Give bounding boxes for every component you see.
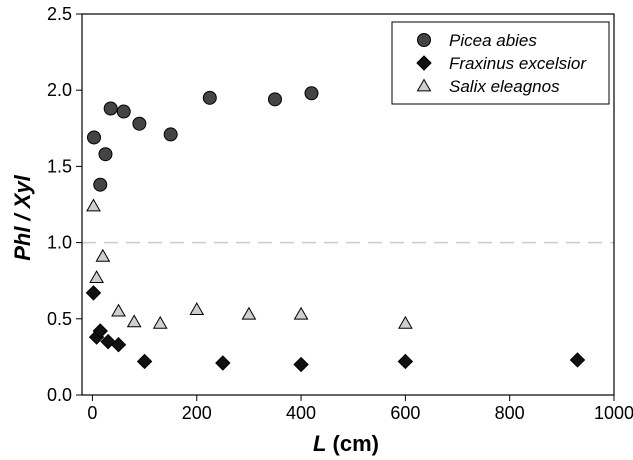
data-point-triangle <box>126 314 142 328</box>
x-tick-label: 400 <box>286 403 316 423</box>
x-tick-label: 800 <box>495 403 525 423</box>
data-point-triangle <box>152 315 168 329</box>
data-points-layer <box>85 86 586 373</box>
legend-label: Fraxinus excelsior <box>449 54 587 73</box>
data-point-diamond <box>293 356 309 373</box>
data-point-diamond <box>569 352 586 368</box>
x-axis-label-unit: (cm) <box>326 431 379 456</box>
data-point-circle <box>86 130 101 145</box>
data-point-circle <box>304 86 319 101</box>
data-point-circle <box>116 104 131 119</box>
data-point-diamond <box>397 353 414 370</box>
x-tick-label: 0 <box>87 403 97 423</box>
data-point-triangle <box>398 315 413 329</box>
plot-area-frame <box>81 13 615 396</box>
y-tick-label: 2.0 <box>47 80 72 100</box>
data-point-triangle <box>95 248 111 262</box>
data-point-triangle <box>86 198 101 212</box>
data-point-circle <box>103 101 118 116</box>
data-point-triangle <box>241 306 257 320</box>
legend-label: Salix eleagnos <box>449 77 560 96</box>
data-point-triangle <box>111 303 126 317</box>
legend-marker-diamond <box>416 55 432 71</box>
data-point-diamond <box>110 337 127 353</box>
y-tick-label: 2.5 <box>47 4 72 24</box>
legend-marker-triangle <box>416 78 432 92</box>
x-axis-label-variable: L <box>313 431 326 456</box>
y-axis-ticks: 0.0 0.5 1.0 1.5 2.0 2.5 <box>47 4 82 405</box>
y-axis-label: Phl / Xyl <box>10 174 35 260</box>
legend: Picea abies Fraxinus excelsior Salix eleag… <box>391 21 610 105</box>
data-point-triangle <box>89 270 104 284</box>
data-point-circle <box>132 116 147 131</box>
data-point-circle <box>93 177 108 192</box>
y-tick-label: 0.0 <box>47 385 72 405</box>
y-tick-label: 1.5 <box>47 156 72 176</box>
x-tick-label: 600 <box>390 403 420 423</box>
y-axis-label-text: Phl / Xyl <box>10 174 35 260</box>
legend-label: Picea abies <box>449 31 537 50</box>
y-tick-label: 0.5 <box>47 309 72 329</box>
x-axis-label: L (cm) <box>313 431 379 456</box>
x-tick-label: 1000 <box>594 403 633 423</box>
data-point-circle <box>202 90 217 105</box>
data-point-diamond <box>136 353 153 370</box>
y-tick-label: 1.0 <box>47 233 72 253</box>
x-axis-ticks: 0 200 400 600 800 1000 <box>87 395 633 423</box>
x-tick-label: 200 <box>182 403 212 423</box>
data-point-diamond <box>215 355 231 371</box>
data-point-circle <box>267 92 282 107</box>
data-point-triangle <box>189 302 205 316</box>
data-point-diamond <box>92 323 108 339</box>
data-point-circle <box>98 147 113 162</box>
data-point-triangle <box>293 306 309 320</box>
data-point-circle <box>163 127 178 142</box>
data-point-diamond <box>85 285 102 301</box>
legend-marker-circle <box>417 33 431 47</box>
